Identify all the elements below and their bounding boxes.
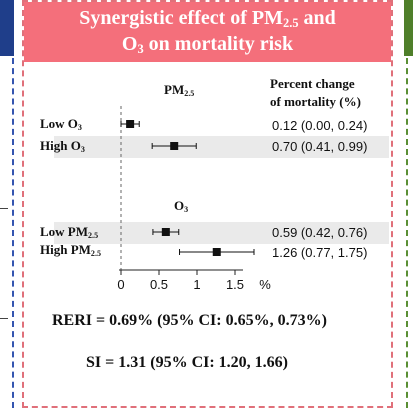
row-label-low-pm25: Low PM2.5	[40, 224, 99, 240]
point-estimate	[161, 228, 170, 236]
estimate-text: 0.59 (0.42, 0.76)	[272, 225, 368, 240]
x-tick-label: 1	[193, 277, 200, 292]
adjacent-panel-left-mark	[0, 208, 8, 209]
point-estimate	[170, 142, 179, 150]
adjacent-panel-right-header	[404, 0, 413, 56]
panel-header: Synergistic effect of PM2.5 and O3 on mo…	[24, 2, 391, 62]
adjacent-panel-left-header	[0, 0, 14, 56]
adjacent-panel-right-border	[406, 58, 408, 408]
row-shade	[54, 222, 389, 244]
x-tick-label: 0.5	[150, 277, 168, 292]
column-header-line2: of mortality (%)	[270, 94, 361, 109]
group-title-o3: O3	[174, 198, 189, 214]
estimate-text: 1.26 (0.77, 1.75)	[272, 245, 368, 260]
panel-title-line1: Synergistic effect of PM2.5 and	[79, 7, 336, 31]
point-estimate	[212, 248, 221, 256]
x-tick-label: 0	[117, 277, 124, 292]
estimate-text: 0.12 (0.00, 0.24)	[272, 118, 368, 133]
adjacent-panel-left	[0, 0, 16, 414]
point-estimate	[126, 120, 135, 128]
reri-summary: RERI = 0.69% (95% CI: 0.65%, 0.73%)	[52, 312, 327, 329]
si-summary: SI = 1.31 (95% CI: 1.20, 1.66)	[86, 354, 289, 371]
group-title-pm25: PM2.5	[164, 82, 195, 98]
synergy-panel: Synergistic effect of PM2.5 and O3 on mo…	[22, 0, 393, 408]
adjacent-panel-left-mark	[0, 318, 8, 319]
adjacent-panel-right	[399, 0, 413, 414]
estimate-text: 0.70 (0.41, 0.99)	[272, 139, 368, 154]
x-tick-label: 1.5	[226, 277, 244, 292]
row-shade	[54, 136, 389, 158]
row-label-high-o3: High O3	[40, 138, 85, 154]
x-unit-label: %	[259, 277, 271, 292]
forest-plot: 0 0.5 1 1.5%	[117, 106, 271, 292]
adjacent-panel-left-border	[12, 58, 14, 408]
row-label-low-o3: Low O3	[40, 116, 82, 132]
panel-title-line2: O3 on mortality risk	[121, 33, 294, 57]
column-header-line1: Percent change	[270, 76, 355, 91]
row-label-high-pm25: High PM2.5	[40, 242, 101, 258]
